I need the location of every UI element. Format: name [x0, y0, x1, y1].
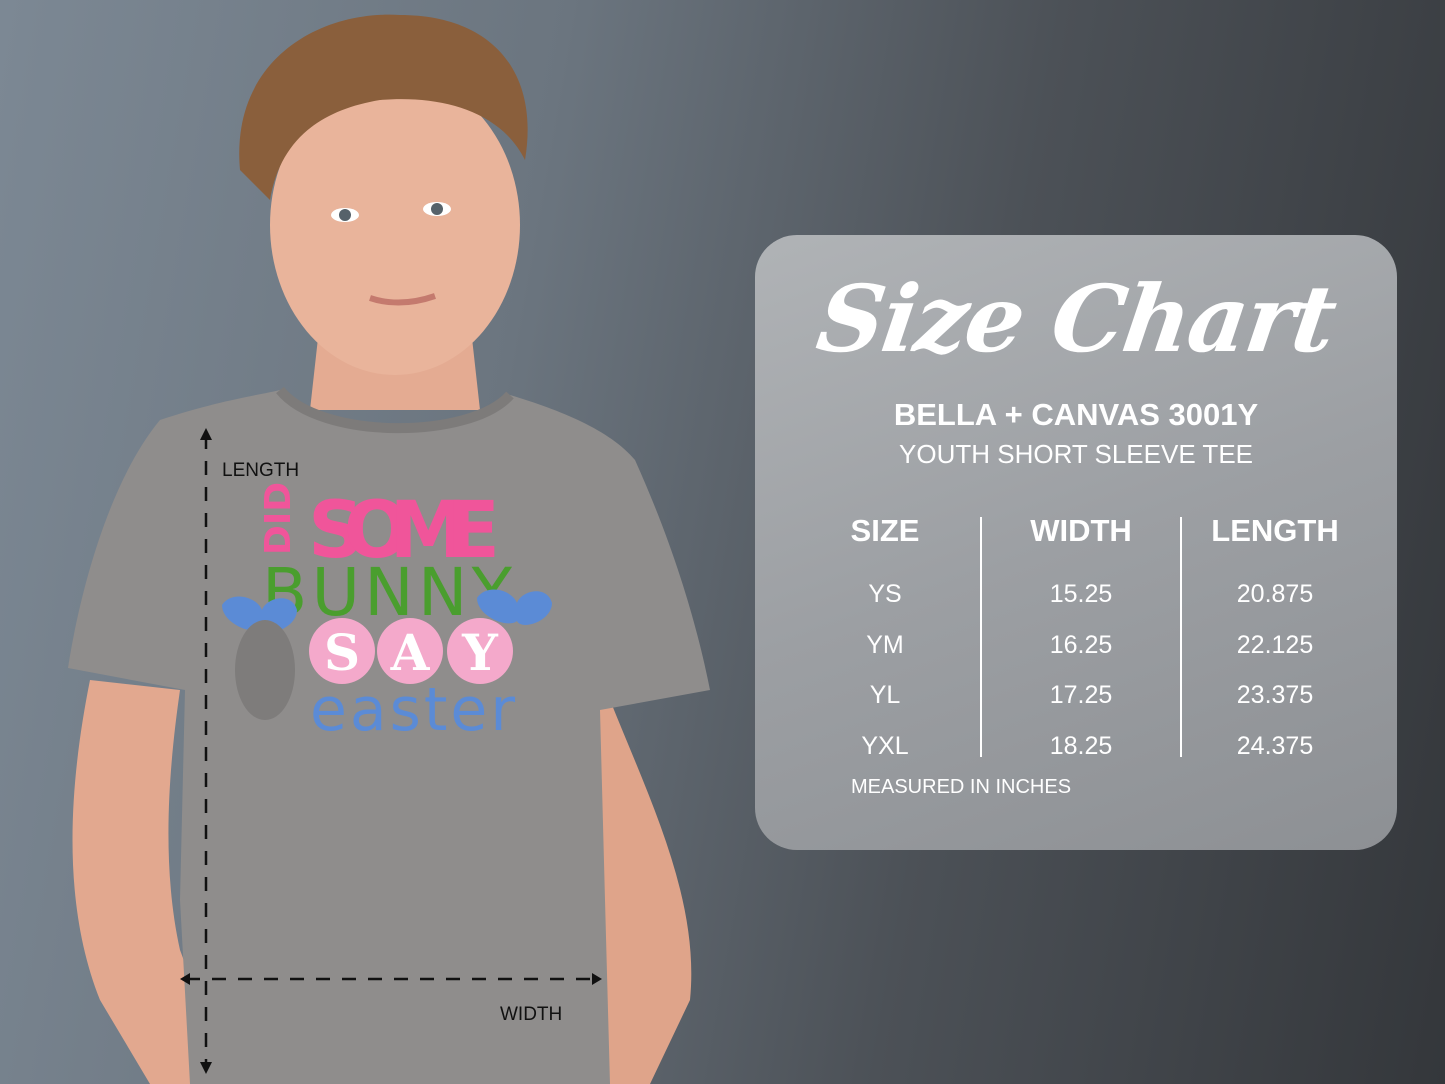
svg-text:SOME: SOME: [308, 486, 500, 576]
brand-model: BELLA + CANVAS 3001Y: [893, 397, 1259, 432]
column-header-length: LENGTH: [1211, 513, 1339, 548]
column-divider: [980, 517, 982, 757]
heart-icon: [477, 589, 552, 625]
table-cell: 16.25: [1049, 631, 1113, 659]
table-cell: 20.875: [1236, 580, 1314, 608]
svg-text:A: A: [390, 623, 431, 682]
length-label: LENGTH: [222, 460, 299, 481]
table-cell: 23.375: [1236, 681, 1314, 709]
table-cell: 17.25: [1049, 681, 1113, 709]
table-cell: YS: [868, 580, 902, 608]
table-cell: 22.125: [1236, 631, 1314, 659]
svg-text:easter: easter: [310, 675, 515, 745]
table-cell: YL: [869, 681, 901, 709]
width-measure: [180, 973, 602, 985]
svg-text:Y: Y: [461, 623, 499, 682]
size-chart-panel: Size Chart BELLA + CANVAS 3001Y YOUTH SH…: [755, 235, 1397, 850]
size-chart-title: Size Chart: [810, 265, 1342, 373]
table-cell: 18.25: [1049, 732, 1113, 760]
heart-icon: [222, 596, 297, 632]
table-cell: YXL: [861, 732, 909, 760]
table-cell: 15.25: [1049, 580, 1113, 608]
width-label: WIDTH: [500, 1004, 562, 1025]
bunny-silhouette: [235, 620, 295, 720]
head: [270, 75, 520, 375]
column-header-size: SIZE: [850, 513, 920, 548]
column-divider: [1180, 517, 1182, 757]
table-cell: YM: [866, 631, 904, 659]
svg-text:DID: DID: [258, 482, 299, 555]
table-cell: 24.375: [1236, 732, 1314, 760]
svg-text:S: S: [324, 623, 360, 682]
hair: [239, 14, 528, 200]
t-shirt: [68, 390, 710, 1084]
units-note: MEASURED IN INCHES: [851, 776, 1072, 798]
shirt-design: DID SOME BUNNY S A Y easter: [222, 482, 552, 745]
product-name: YOUTH SHORT SLEEVE TEE: [899, 439, 1253, 469]
length-measure: [200, 428, 212, 1074]
column-header-width: WIDTH: [1030, 513, 1132, 548]
svg-text:BUNNY: BUNNY: [262, 554, 513, 631]
